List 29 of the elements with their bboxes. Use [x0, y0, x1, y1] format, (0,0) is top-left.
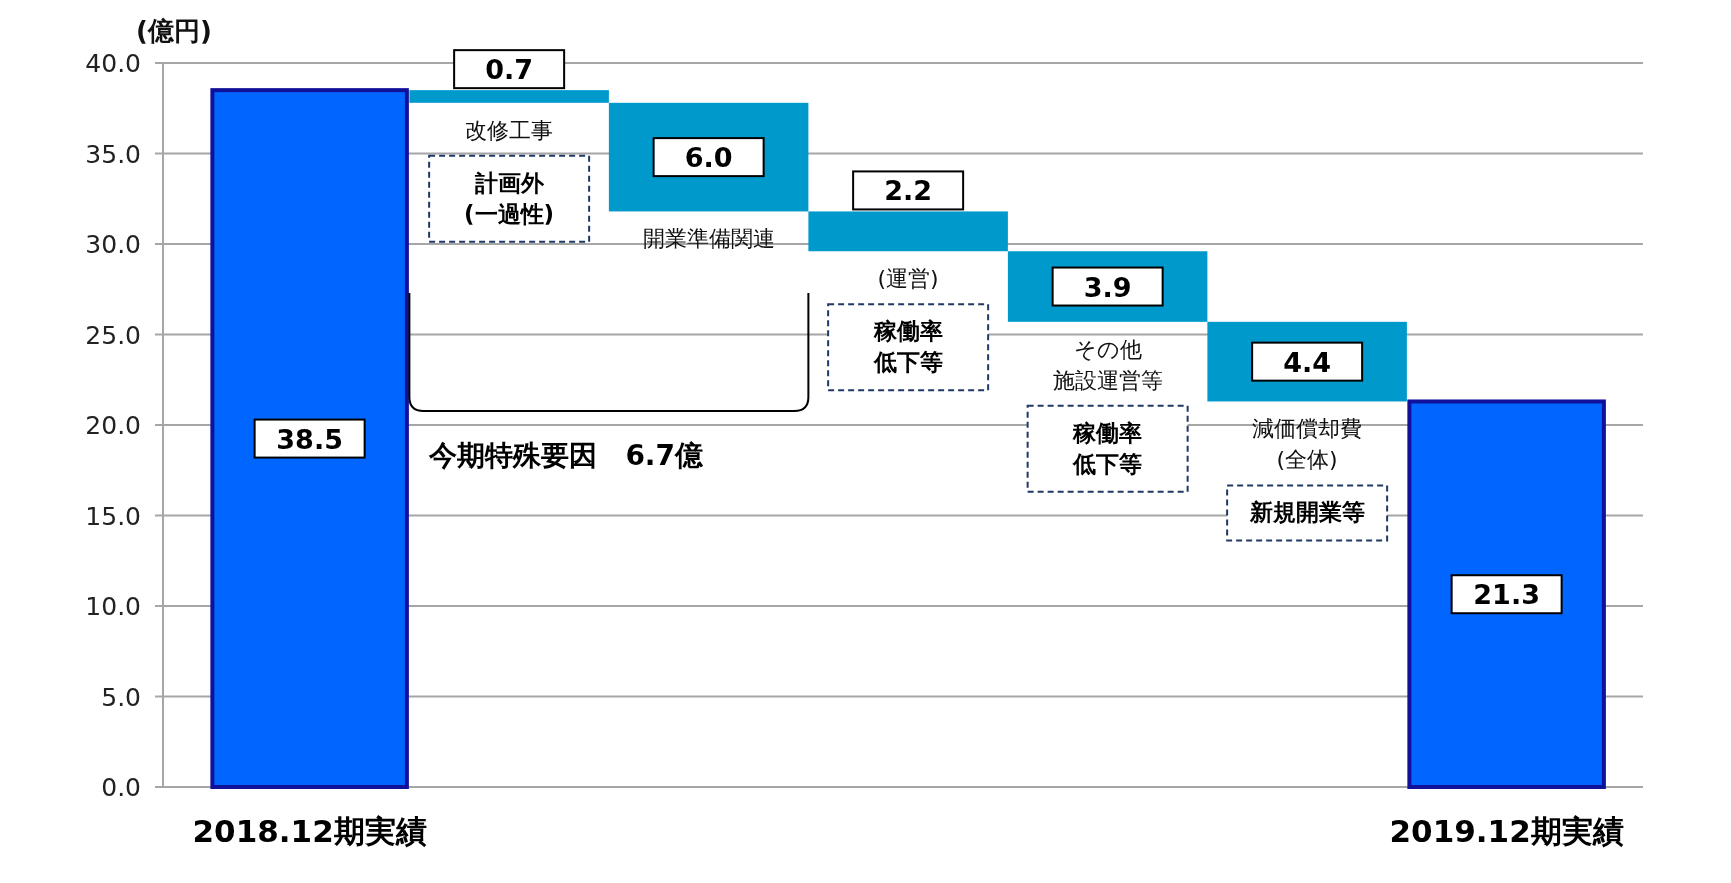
- annotation: 計画外(一過性): [464, 169, 555, 227]
- annotation: 減価償却費(全体): [1252, 416, 1363, 473]
- data-label: 4.4: [1283, 346, 1332, 378]
- y-tick-label: 40.0: [85, 49, 141, 78]
- y-tick-label: 25.0: [85, 320, 141, 350]
- annotation: その他施設運営等: [1052, 336, 1163, 393]
- y-tick-label: 5.0: [101, 682, 141, 712]
- data-label: 21.3: [1473, 579, 1540, 611]
- annotation: 新規開業等: [1248, 499, 1365, 526]
- y-tick-label: 10.0: [85, 592, 141, 621]
- annotation: (運営): [877, 266, 939, 292]
- data-label: 38.5: [276, 423, 343, 455]
- annotation: 稼働率低下等: [872, 318, 943, 376]
- annotation: 開業準備関連: [642, 226, 775, 252]
- annotation: 改修工事: [465, 117, 554, 143]
- data-label: 0.7: [485, 54, 534, 86]
- x-tick-label: 2018.12期実績: [192, 813, 427, 849]
- data-label: 3.9: [1083, 271, 1132, 303]
- annotation: 今期特殊要因 6.7億: [428, 439, 704, 472]
- annotation: 稼働率低下等: [1072, 419, 1143, 477]
- y-tick-label: 15.0: [85, 501, 141, 531]
- data-label: 2.2: [884, 175, 933, 207]
- y-tick-label: 35.0: [85, 139, 141, 169]
- data-label: 6.0: [684, 142, 733, 174]
- y-tick-label: 30.0: [85, 230, 141, 259]
- y-tick-label: 0.0: [101, 773, 141, 802]
- y-axis-title: (億円): [136, 16, 212, 46]
- y-tick-label: 20.0: [85, 411, 141, 440]
- x-tick-label: 2019.12期実績: [1389, 813, 1624, 849]
